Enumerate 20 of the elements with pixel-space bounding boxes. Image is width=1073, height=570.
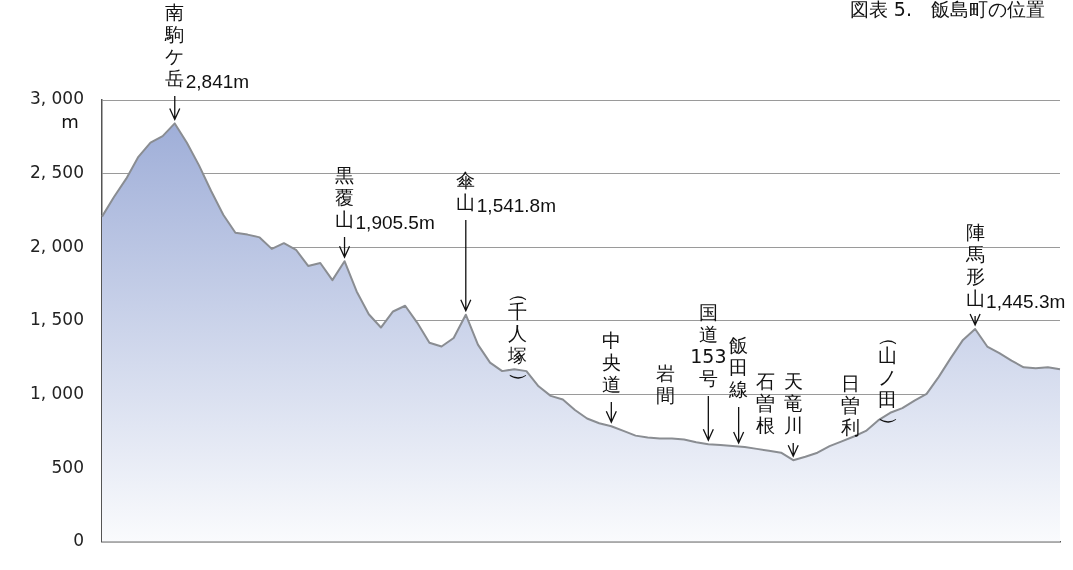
annotation: 日曽利 — [840, 372, 860, 439]
y-tick-label: 1, 000 — [29, 382, 84, 403]
annotation: 天竜川 — [783, 370, 803, 437]
chart-title: 図表 5. 飯島町の位置 — [849, 0, 1045, 21]
annotation: 岩間 — [656, 362, 676, 407]
annotation: 陣馬形山1,445.3m — [964, 221, 1066, 312]
y-tick-label: 500 — [51, 456, 84, 477]
annotation: 石曽根 — [755, 370, 775, 437]
y-tick-label: 3, 000 — [29, 88, 84, 109]
annotation: 国道153号 — [690, 301, 727, 390]
annotation: （山ノ田） — [878, 327, 901, 435]
annotation: 飯田線 — [728, 334, 749, 401]
y-tick-label: 1, 500 — [29, 309, 84, 330]
y-axis-title: m — [61, 110, 79, 132]
y-tick-label: 0 — [73, 530, 84, 551]
text: 南駒ケ岳2,841m — [164, 1, 250, 92]
y-tick-label: 2, 000 — [29, 235, 84, 256]
y-tick-label: 2, 500 — [29, 162, 84, 183]
annotation: （千人塚） — [507, 283, 531, 391]
annotation: 中央道 — [601, 329, 621, 396]
